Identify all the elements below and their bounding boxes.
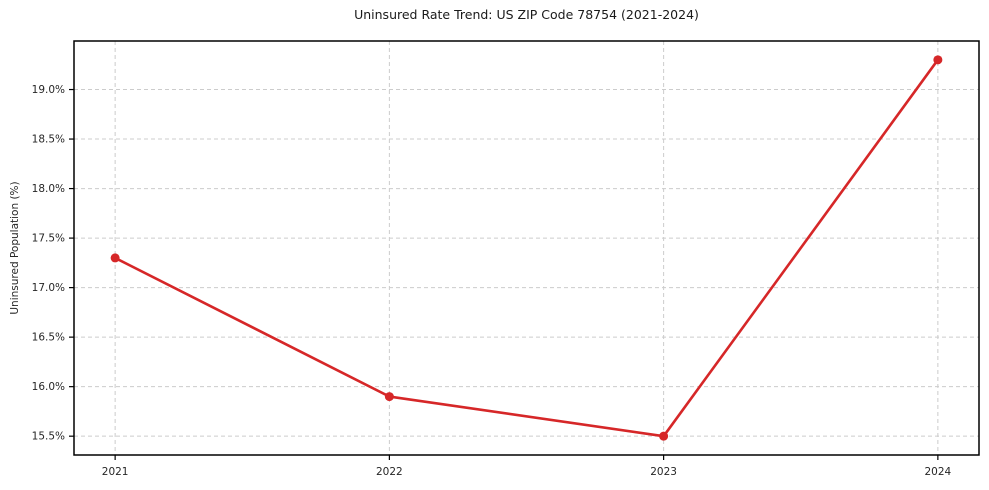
x-tick-label: 2021 (102, 466, 129, 478)
y-tick-label: 16.0% (32, 381, 65, 393)
data-point-marker (384, 392, 394, 402)
x-tick-label: 2023 (650, 466, 677, 478)
x-tick-label: 2024 (924, 466, 951, 478)
y-tick-label: 18.0% (32, 183, 65, 195)
x-tick-label: 2022 (376, 466, 403, 478)
y-tick-label: 19.0% (32, 84, 65, 96)
data-point-marker (659, 431, 669, 441)
y-tick-label: 17.0% (32, 282, 65, 294)
trend-line (113, 58, 940, 438)
data-point-marker (110, 253, 120, 263)
plot-border (73, 40, 980, 456)
y-tick-label: 18.5% (32, 134, 65, 146)
chart-title: Uninsured Rate Trend: US ZIP Code 78754 … (354, 7, 699, 22)
y-tick-label: 17.5% (32, 233, 65, 245)
y-tick-label: 16.5% (32, 332, 65, 344)
y-tick-label: 15.5% (32, 431, 65, 443)
data-point-marker (933, 55, 943, 65)
